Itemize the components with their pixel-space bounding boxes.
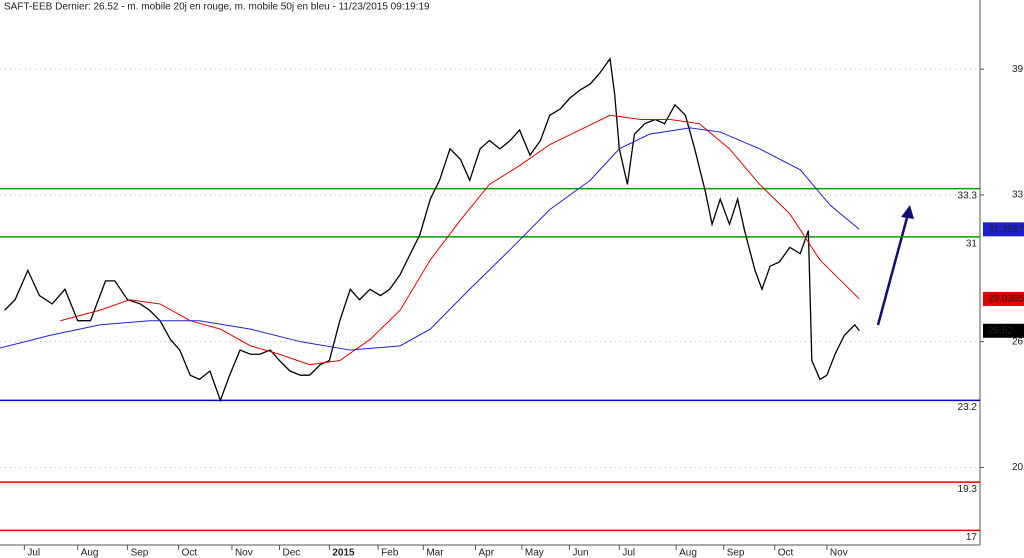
- price-tag-label: 26.52: [988, 325, 1013, 336]
- price-tag-label: 31.3587: [988, 224, 1024, 235]
- series-line: [0, 127, 860, 351]
- x-tick-label: Nov: [830, 548, 848, 558]
- price-tag: [983, 222, 1024, 237]
- level-label: 17: [966, 532, 978, 543]
- x-tick-label: Dec: [283, 548, 301, 558]
- series-line: [60, 114, 860, 366]
- x-tick-label: Jun: [572, 548, 588, 558]
- y-tick-label: 26: [1012, 336, 1024, 347]
- x-tick-label: May: [525, 548, 544, 558]
- level-label: 31: [966, 239, 978, 250]
- y-tick-label: 33: [1012, 190, 1024, 201]
- x-tick-label: Feb: [381, 548, 399, 558]
- x-tick-label: Sep: [727, 548, 745, 558]
- chart-title: SAFT-EEB Dernier: 26.52 - m. mobile 20j …: [4, 2, 430, 13]
- x-tick-label: Oct: [182, 548, 198, 558]
- x-tick-label: Jul: [27, 548, 40, 558]
- price-tag-label: 28.0395: [988, 294, 1024, 305]
- x-tick-label: 2015: [332, 548, 355, 558]
- x-tick-label: Nov: [235, 548, 253, 558]
- series-line: [4, 56, 860, 403]
- x-tick-label: Mar: [426, 548, 444, 558]
- price-tag: [983, 291, 1024, 306]
- x-tick-label: Sep: [131, 548, 149, 558]
- x-tick-label: Aug: [81, 548, 99, 558]
- price-tag: [983, 323, 1024, 338]
- level-label: 33.3: [958, 190, 978, 201]
- x-tick-label: Aug: [679, 548, 697, 558]
- y-tick-label: 20: [1012, 462, 1024, 473]
- y-tick-label: 39: [1012, 64, 1024, 75]
- x-tick-label: Oct: [778, 548, 794, 558]
- x-tick-label: Jul: [622, 548, 635, 558]
- level-label: 19.3: [958, 484, 978, 495]
- x-tick-label: Apr: [479, 548, 495, 558]
- level-label: 23.2: [958, 402, 978, 413]
- arrow: [876, 205, 914, 326]
